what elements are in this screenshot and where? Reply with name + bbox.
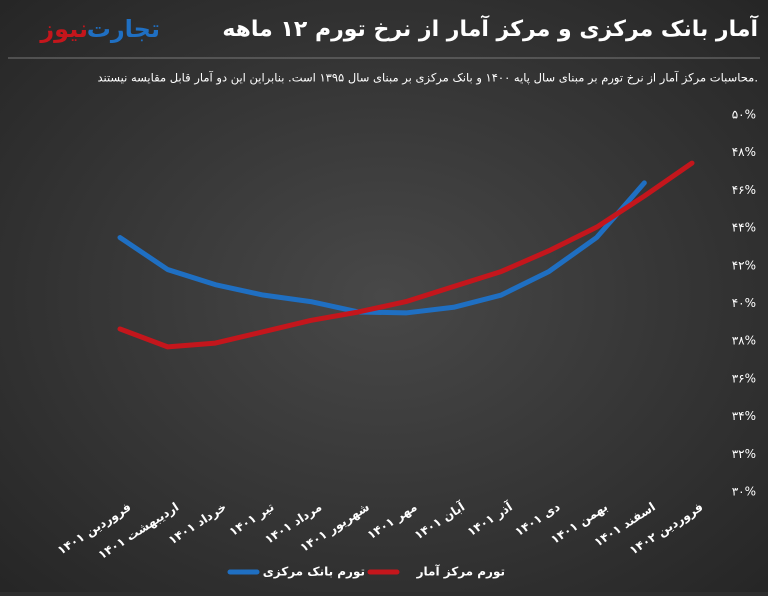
- y-tick-label: ۴۲%: [732, 258, 756, 272]
- chart-title: آمار بانک مرکزی و مرکز آمار از نرخ تورم …: [222, 14, 758, 42]
- y-tick-label: ۴۴%: [732, 221, 756, 235]
- y-tick-label: ۵۰%: [732, 108, 756, 122]
- chart-subtitle: محاسبات مرکز آمار از نرخ تورم بر مبنای س…: [97, 71, 758, 86]
- y-tick-label: ۳۸%: [732, 334, 756, 348]
- logo-part: تجارت: [87, 15, 160, 43]
- y-tick-label: ۳۴%: [732, 409, 756, 423]
- legend-label: تورم بانک مرکزی: [263, 565, 365, 580]
- legend-label: تورم مرکز آمار: [416, 564, 505, 580]
- y-tick-label: ۳۲%: [732, 447, 756, 461]
- y-tick-label: ۴۰%: [732, 296, 756, 310]
- y-tick-label: ۳۶%: [732, 371, 756, 385]
- y-tick-label: ۳۰%: [732, 485, 756, 499]
- logo-part: نیوز: [39, 15, 88, 43]
- series-line: [117, 180, 647, 316]
- series-line: [117, 160, 695, 350]
- y-tick-label: ۴۶%: [732, 183, 756, 197]
- y-tick-label: ۴۸%: [732, 145, 756, 159]
